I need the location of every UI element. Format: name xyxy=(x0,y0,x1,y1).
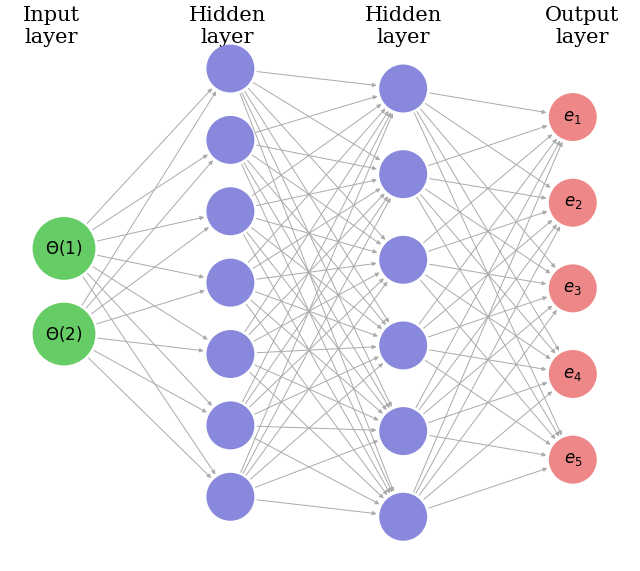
Text: Input
layer: Input layer xyxy=(22,6,80,47)
Text: Hidden
layer: Hidden layer xyxy=(365,6,442,47)
Ellipse shape xyxy=(207,330,254,378)
Text: $e_4$: $e_4$ xyxy=(563,365,582,383)
Text: $e_5$: $e_5$ xyxy=(563,451,582,468)
Ellipse shape xyxy=(549,264,596,312)
Ellipse shape xyxy=(380,236,427,284)
Ellipse shape xyxy=(207,259,254,307)
Ellipse shape xyxy=(33,217,95,280)
Text: Hidden
layer: Hidden layer xyxy=(189,6,266,47)
Ellipse shape xyxy=(207,401,254,449)
Ellipse shape xyxy=(380,407,427,455)
Ellipse shape xyxy=(380,150,427,198)
Text: $e_3$: $e_3$ xyxy=(563,280,582,297)
Ellipse shape xyxy=(207,187,254,235)
Ellipse shape xyxy=(549,179,596,227)
Ellipse shape xyxy=(549,436,596,484)
Ellipse shape xyxy=(380,65,427,112)
Text: $e_2$: $e_2$ xyxy=(564,194,582,211)
Ellipse shape xyxy=(207,45,254,93)
Ellipse shape xyxy=(207,116,254,164)
Text: $e_1$: $e_1$ xyxy=(563,108,582,126)
Text: Output
layer: Output layer xyxy=(545,6,620,47)
Ellipse shape xyxy=(380,493,427,541)
Text: $\Theta(2)$: $\Theta(2)$ xyxy=(45,324,83,344)
Ellipse shape xyxy=(33,303,95,365)
Text: $\Theta(1)$: $\Theta(1)$ xyxy=(45,238,83,259)
Ellipse shape xyxy=(207,473,254,521)
Ellipse shape xyxy=(549,350,596,398)
Ellipse shape xyxy=(549,93,596,141)
Ellipse shape xyxy=(380,321,427,369)
